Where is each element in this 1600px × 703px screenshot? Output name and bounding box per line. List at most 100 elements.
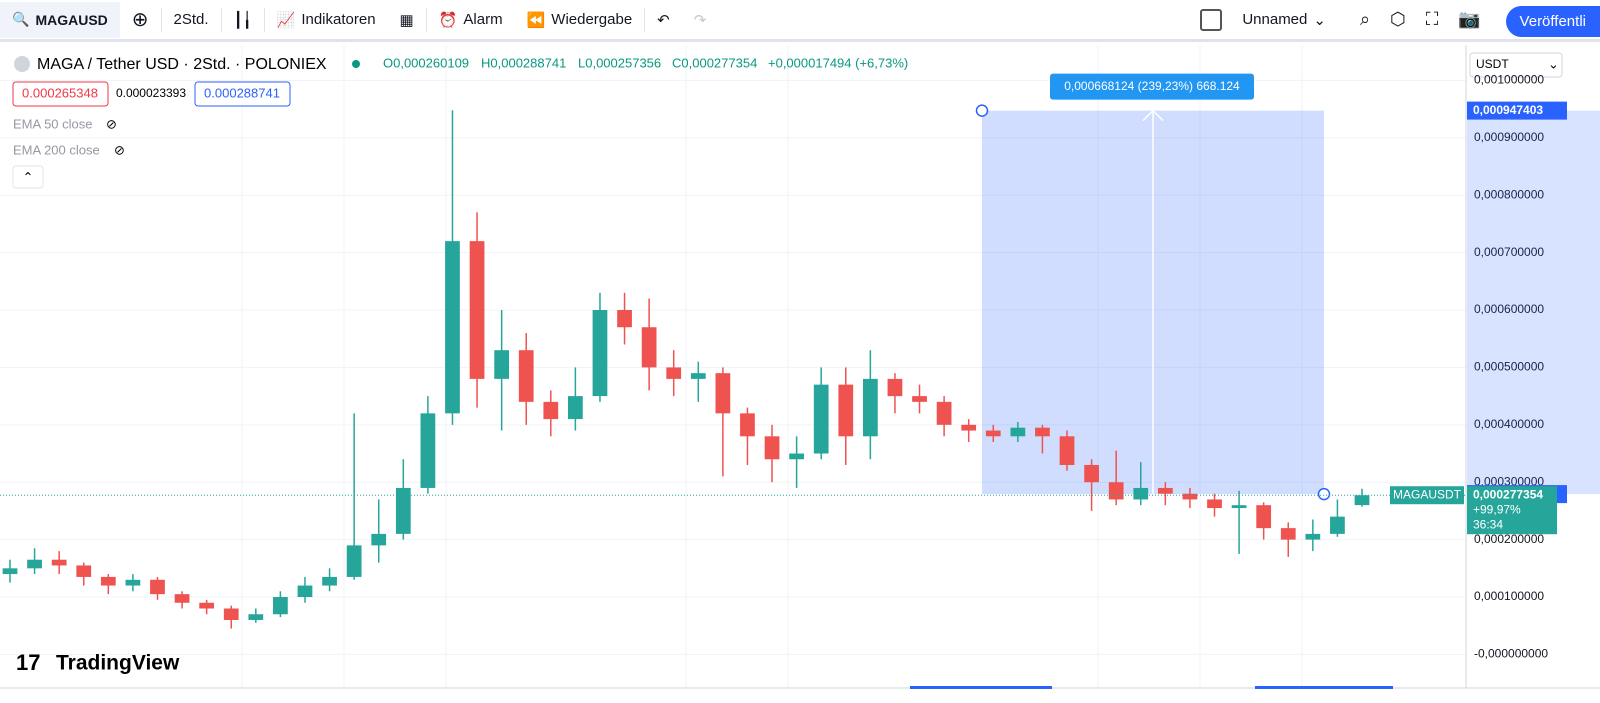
indicators-button[interactable]: 📈 Indikatoren: [276, 11, 376, 29]
replay-button[interactable]: ⏪ Wiedergabe: [526, 11, 633, 29]
candle-body: [912, 396, 927, 402]
candle-body: [666, 367, 682, 379]
measure-arrow-head: [1142, 109, 1164, 122]
candle-body: [371, 533, 387, 546]
publish-button[interactable]: Veröffentli: [1505, 6, 1600, 37]
legend-title: MAGA / Tether USD · 2Std. · POLONIEX: [37, 56, 327, 73]
snapshot[interactable]: 📷: [1458, 9, 1481, 29]
last-price-box: [1467, 486, 1557, 535]
settings[interactable]: ⬡: [1390, 9, 1406, 29]
buy-price[interactable]: 0.000288741: [204, 85, 280, 100]
currency-select[interactable]: [1469, 52, 1563, 78]
compare-button[interactable]: ⊕: [131, 9, 149, 31]
measure-label-box: [1050, 73, 1254, 100]
collapse-button[interactable]: [12, 165, 44, 189]
replay-label[interactable]: Wiedergabe: [551, 11, 633, 28]
y-tick-label: -0,000000000: [1474, 647, 1548, 661]
candle-body: [27, 559, 42, 569]
separator: [425, 7, 427, 32]
legend-close: C0,000277354: [672, 55, 757, 70]
candle-body: [100, 576, 116, 586]
layout-icon: [1200, 8, 1223, 31]
candle-body: [568, 396, 583, 420]
candle-body: [1305, 533, 1321, 540]
candle-body: [1182, 493, 1198, 500]
interval[interactable]: 2Std.: [173, 11, 209, 28]
y-tick-label: 0,000600000: [1474, 302, 1544, 316]
y-tick-label: 0,000100000: [1474, 589, 1544, 603]
chart-pane: [0, 45, 1466, 688]
symbol-label: MAGAUSDT: [1393, 487, 1462, 501]
candle-body: [543, 401, 559, 420]
candle-body: [445, 241, 460, 414]
candle-body: [395, 487, 411, 534]
spread: 0.000023393: [116, 86, 186, 100]
measure-label: 0,000668124 (239,23%) 668.124: [1064, 79, 1240, 93]
candle-body: [740, 413, 755, 437]
fullscreen[interactable]: ⛶: [1425, 9, 1439, 29]
symbol-logo: [14, 56, 30, 72]
candle-body: [76, 565, 92, 577]
redo-button[interactable]: ↷: [693, 11, 707, 29]
candle-body: [494, 350, 510, 379]
templates-button[interactable]: ▦: [399, 11, 414, 29]
symbol-label-box: [1390, 486, 1464, 505]
candle-body: [469, 241, 485, 379]
candle-body: [223, 608, 239, 620]
candle-body: [1207, 499, 1222, 509]
alarm-label[interactable]: Alarm: [463, 11, 503, 28]
sell-box[interactable]: [12, 81, 109, 107]
hidden-icon[interactable]: ⊘: [114, 142, 125, 157]
y-tick-label: 0,000800000: [1474, 187, 1544, 201]
symbol[interactable]: MAGAUSD: [35, 11, 108, 28]
alarm-button[interactable]: ⏰ Alarm: [438, 11, 503, 29]
candle-body: [813, 384, 829, 454]
y-tick-label: 0,000200000: [1474, 532, 1544, 546]
chart-type[interactable]: ┃╽: [233, 11, 252, 29]
candle-body: [838, 384, 854, 437]
symbol-search[interactable]: 🔍 MAGAUSD: [0, 1, 120, 38]
undo-button[interactable]: ↶: [657, 11, 670, 29]
layout-name[interactable]: Unnamed: [1242, 11, 1308, 28]
separator: [644, 7, 646, 32]
separator: [220, 7, 222, 32]
candle-body: [518, 350, 534, 402]
candle-body: [273, 597, 288, 615]
axis-label-box: [1467, 101, 1567, 120]
candle-body: [346, 545, 362, 577]
indicator-label: EMA 200 close: [13, 142, 100, 157]
axis-label: 0,000947403: [1473, 103, 1543, 117]
range-marker: [910, 686, 1052, 689]
candle-body: [420, 413, 436, 488]
tool-icons: ⌕ ⬡ ⛶ 📷: [1348, 9, 1493, 30]
y-tick-label: 0,000500000: [1474, 360, 1544, 374]
indicators-label[interactable]: Indikatoren: [301, 11, 376, 28]
measure-handle[interactable]: [975, 104, 989, 117]
sell-price[interactable]: 0.000265348: [22, 85, 98, 100]
legend-change: +0,000017494 (+6,73%): [768, 55, 908, 70]
buy-box[interactable]: [194, 81, 291, 107]
branding: TradingView: [56, 652, 180, 675]
currency[interactable]: USDT: [1476, 57, 1509, 71]
candle-body: [715, 373, 731, 414]
measure-handle[interactable]: [1317, 487, 1331, 501]
currency-arrow[interactable]: ⌄: [1548, 56, 1559, 71]
legend-open: O0,000260109: [383, 55, 469, 70]
candle-body: [690, 373, 706, 379]
hidden-icon[interactable]: ⊘: [106, 116, 117, 131]
candle-body: [1133, 487, 1149, 500]
candle-body: [1010, 427, 1026, 437]
collapse-icon[interactable]: ⌃: [23, 169, 34, 184]
measure-axis-range: [1467, 110, 1600, 495]
quick-search[interactable]: ⌕: [1359, 9, 1371, 29]
separator: [160, 7, 162, 32]
candle-body: [1280, 528, 1296, 540]
candle-body: [1330, 516, 1345, 534]
candle-body: [1035, 427, 1050, 437]
candle-body: [1084, 464, 1099, 483]
candle-body: [174, 594, 190, 603]
brand-mark: 17: [16, 650, 40, 675]
candle-body: [150, 579, 165, 595]
layout-menu[interactable]: Unnamed ⌄: [1188, 8, 1338, 31]
